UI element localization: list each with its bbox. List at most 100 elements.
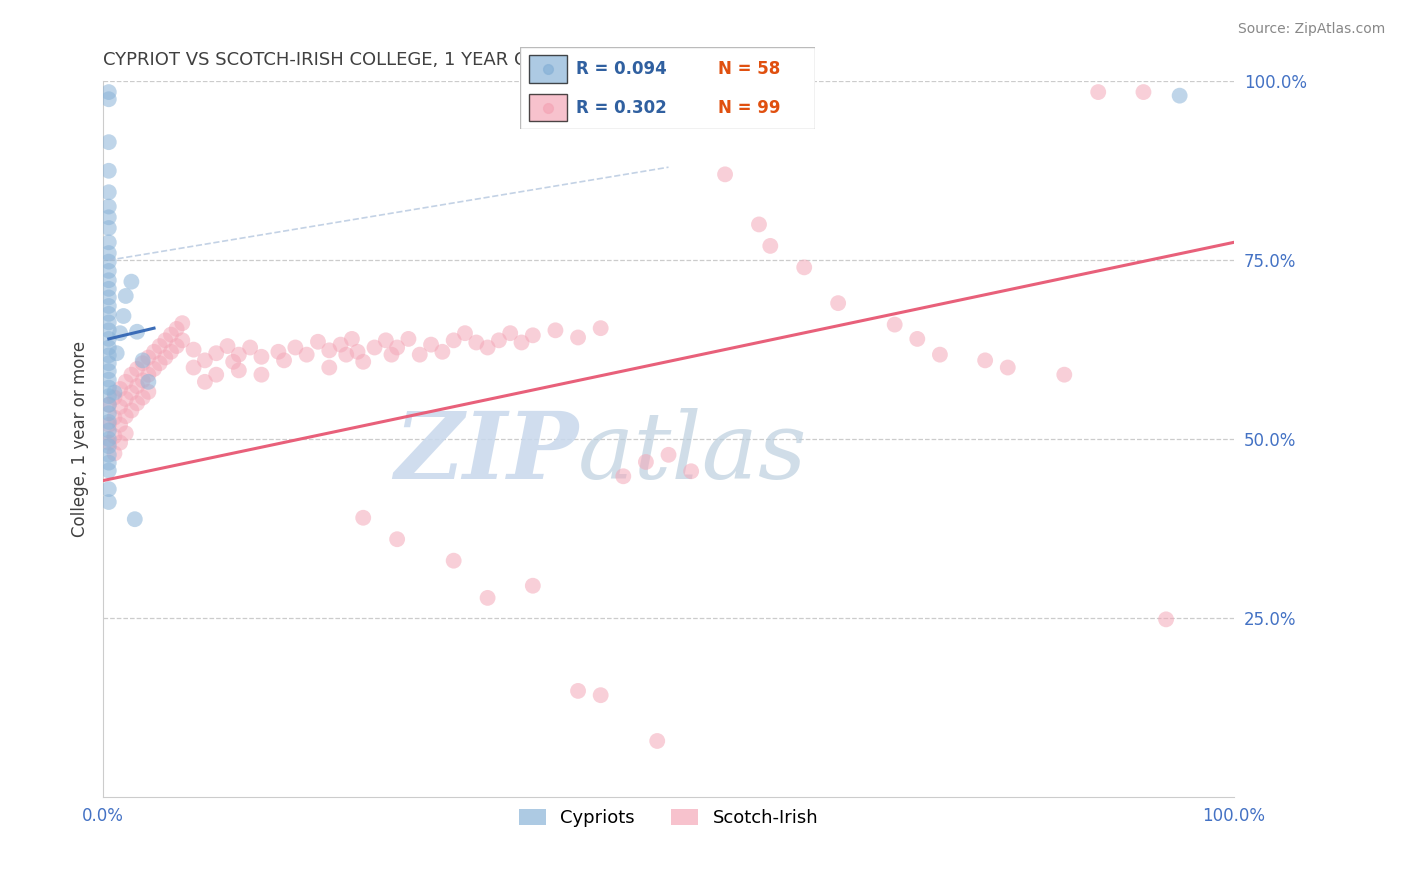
Point — [443, 334, 465, 348]
Point — [1053, 368, 1076, 382]
Point — [380, 348, 402, 362]
Point — [477, 341, 499, 355]
Point — [827, 296, 849, 310]
Point — [97, 373, 120, 387]
Point — [125, 325, 148, 339]
Point — [409, 348, 432, 362]
Point — [905, 332, 928, 346]
Point — [250, 368, 273, 382]
Point — [454, 326, 477, 341]
Point — [929, 348, 952, 362]
Point — [143, 362, 166, 376]
Text: N = 58: N = 58 — [718, 60, 780, 78]
Point — [363, 341, 385, 355]
Point — [374, 334, 396, 348]
Point — [522, 328, 544, 343]
Point — [138, 368, 160, 382]
Point — [183, 360, 205, 375]
Text: Source: ZipAtlas.com: Source: ZipAtlas.com — [1237, 22, 1385, 37]
Point — [465, 335, 488, 350]
Point — [97, 495, 120, 509]
Point — [267, 344, 290, 359]
Point — [97, 341, 120, 355]
Point — [612, 469, 634, 483]
Point — [105, 346, 128, 360]
Point — [112, 309, 135, 323]
Point — [97, 264, 120, 278]
Point — [108, 400, 131, 414]
Point — [567, 684, 589, 698]
Point — [143, 344, 166, 359]
Point — [205, 368, 228, 382]
Point — [97, 332, 120, 346]
Point — [97, 85, 120, 99]
Point — [97, 273, 120, 287]
Point — [346, 344, 368, 359]
Point — [567, 330, 589, 344]
Point — [295, 348, 318, 362]
Point — [97, 211, 120, 225]
Point — [103, 429, 125, 443]
Point — [97, 424, 120, 438]
Text: atlas: atlas — [578, 409, 807, 499]
Point — [138, 384, 160, 399]
Point — [172, 316, 194, 330]
Point — [488, 334, 510, 348]
Point — [131, 373, 153, 387]
Point — [205, 346, 228, 360]
Point — [103, 385, 125, 400]
Point — [97, 439, 120, 453]
Point — [443, 554, 465, 568]
Point — [172, 334, 194, 348]
Text: CYPRIOT VS SCOTCH-IRISH COLLEGE, 1 YEAR OR MORE CORRELATION CHART: CYPRIOT VS SCOTCH-IRISH COLLEGE, 1 YEAR … — [103, 51, 800, 69]
FancyBboxPatch shape — [529, 55, 568, 83]
Point — [634, 455, 657, 469]
Point — [103, 410, 125, 425]
Point — [97, 364, 120, 378]
Point — [318, 360, 340, 375]
Point — [97, 456, 120, 470]
Point — [125, 396, 148, 410]
Point — [97, 415, 120, 429]
Point — [120, 403, 142, 417]
Point — [114, 392, 136, 406]
Point — [103, 446, 125, 460]
Point — [138, 351, 160, 365]
Point — [217, 339, 239, 353]
Point — [284, 341, 307, 355]
Point — [759, 239, 782, 253]
Point — [97, 290, 120, 304]
Point — [396, 332, 419, 346]
Point — [97, 435, 120, 450]
Point — [97, 398, 120, 412]
Point — [160, 327, 183, 342]
Point — [499, 326, 522, 341]
Point — [97, 448, 120, 462]
FancyBboxPatch shape — [529, 94, 568, 121]
Point — [385, 533, 408, 547]
FancyBboxPatch shape — [520, 47, 815, 129]
Point — [183, 343, 205, 357]
Point — [420, 337, 443, 351]
Point — [97, 380, 120, 394]
Point — [974, 353, 997, 368]
Point — [125, 362, 148, 376]
Point — [166, 322, 188, 336]
Point — [352, 510, 374, 524]
Point — [97, 406, 120, 420]
Point — [149, 339, 172, 353]
Text: ZIP: ZIP — [394, 409, 578, 499]
Point — [97, 432, 120, 446]
Point — [681, 464, 703, 478]
Point — [108, 382, 131, 396]
Point — [97, 398, 120, 412]
Point — [714, 167, 737, 181]
Point — [103, 391, 125, 405]
Point — [108, 435, 131, 450]
Point — [131, 353, 153, 368]
Point — [1087, 85, 1109, 99]
Point — [657, 448, 679, 462]
Point — [352, 355, 374, 369]
Point — [1132, 85, 1154, 99]
Point — [589, 688, 612, 702]
